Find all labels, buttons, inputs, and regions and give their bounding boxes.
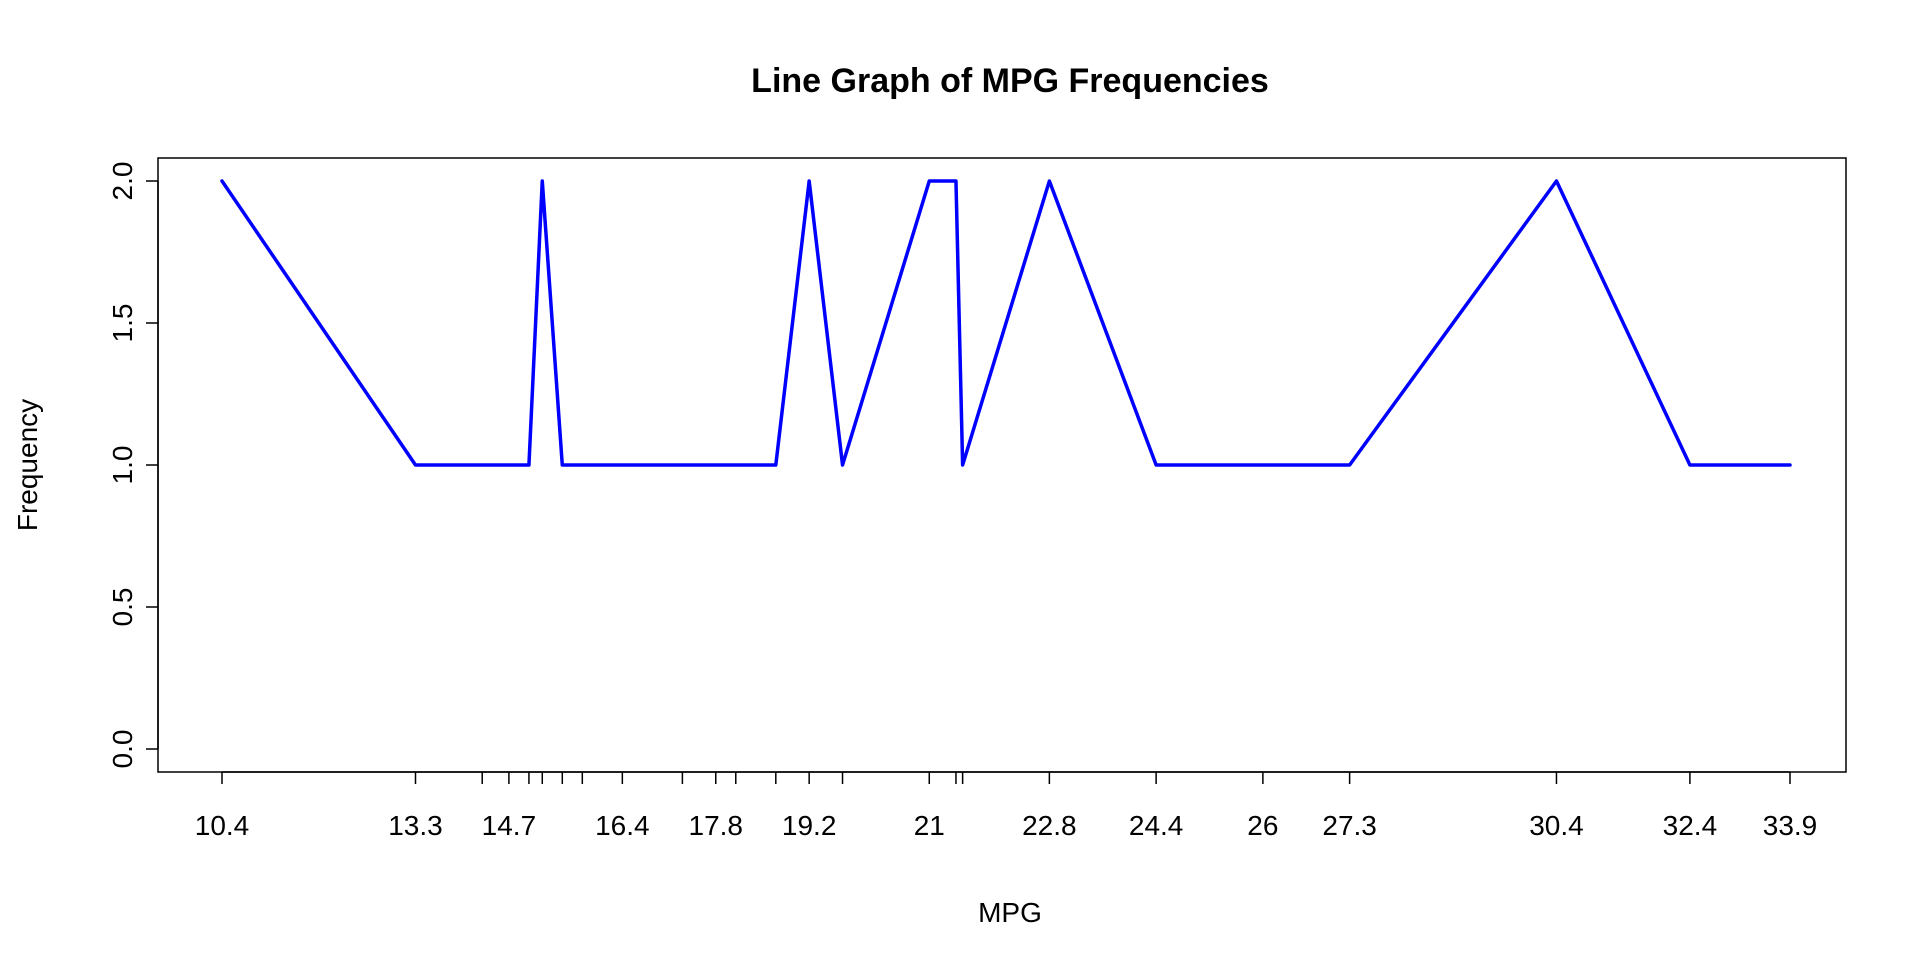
chart-title: Line Graph of MPG Frequencies xyxy=(751,62,1269,100)
x-tick-label: 16.4 xyxy=(595,810,650,841)
x-tick-label: 24.4 xyxy=(1129,810,1184,841)
y-tick-label: 0.0 xyxy=(107,730,138,769)
x-tick-label: 19.2 xyxy=(782,810,837,841)
x-tick-label: 13.3 xyxy=(388,810,443,841)
x-tick-label: 27.3 xyxy=(1322,810,1377,841)
y-tick-label: 0.5 xyxy=(107,588,138,627)
x-axis: 10.4 13.3 14.7 16.4 17.8 19.2 21 22.8 24.4 26 27.3… xyxy=(195,771,1818,841)
x-tick-label: 32.4 xyxy=(1663,810,1718,841)
x-tick-label: 22.8 xyxy=(1022,810,1077,841)
x-tick-label: 10.4 xyxy=(195,810,250,841)
y-tick-label: 1.0 xyxy=(107,446,138,485)
x-tick-label: 33.9 xyxy=(1763,810,1818,841)
x-tick-label: 26 xyxy=(1247,810,1278,841)
series-line xyxy=(220,179,1792,467)
y-axis-label: Frequency xyxy=(12,399,43,531)
y-tick-label: 1.5 xyxy=(107,304,138,343)
y-axis: 0.0 0.5 1.0 1.5 2.0 xyxy=(107,162,159,769)
x-tick-label: 14.7 xyxy=(482,810,537,841)
plot-area-border xyxy=(157,157,1847,773)
y-tick-label: 2.0 xyxy=(107,162,138,201)
x-tick-label: 21 xyxy=(914,810,945,841)
x-tick-label: 17.8 xyxy=(689,810,744,841)
series-layer xyxy=(220,179,1792,467)
x-tick-label: 30.4 xyxy=(1529,810,1584,841)
x-axis-label: MPG xyxy=(978,897,1042,928)
